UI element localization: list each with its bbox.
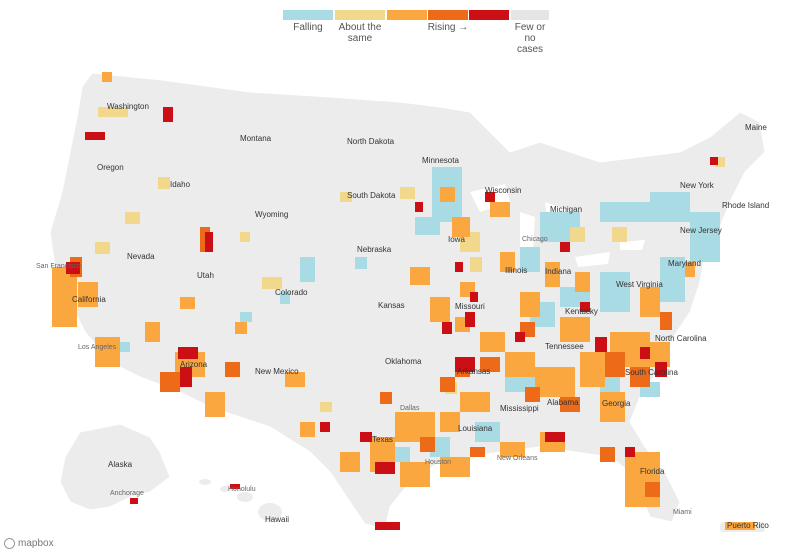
label-montana: Montana — [240, 134, 272, 143]
legend-label-rising: Rising → — [427, 22, 469, 33]
map-canvas[interactable]: Washington Oregon California Nevada Idah… — [0, 52, 800, 553]
label-washington: Washington — [107, 102, 149, 111]
label-indiana: Indiana — [545, 267, 572, 276]
label-south-carolina: South Carolina — [625, 368, 678, 377]
label-west-virginia: West Virginia — [616, 280, 663, 289]
legend-swatch-falling — [283, 10, 333, 20]
label-kentucky: Kentucky — [565, 307, 598, 316]
label-dallas: Dallas — [400, 405, 420, 412]
label-utah: Utah — [197, 271, 214, 280]
land-hawaii — [199, 479, 282, 521]
mapbox-attribution-text: mapbox — [18, 538, 54, 549]
land-contiguous-us — [49, 72, 766, 530]
label-north-dakota: North Dakota — [347, 137, 395, 146]
label-georgia: Georgia — [602, 399, 631, 408]
city-labels: San Francisco Los Angeles Dallas Houston… — [36, 236, 692, 516]
label-oregon: Oregon — [97, 163, 124, 172]
label-alabama: Alabama — [547, 398, 579, 407]
legend-label-few-no: Few or no cases — [514, 22, 546, 55]
label-tennessee: Tennessee — [545, 342, 584, 351]
label-arizona: Arizona — [180, 360, 208, 369]
label-wyoming: Wyoming — [255, 210, 288, 219]
legend-swatch-rising-low — [387, 10, 427, 20]
label-new-york: New York — [680, 181, 715, 190]
label-chicago: Chicago — [522, 236, 548, 243]
label-oklahoma: Oklahoma — [385, 357, 422, 366]
label-south-dakota: South Dakota — [347, 191, 396, 200]
label-florida: Florida — [640, 467, 665, 476]
mapbox-logo-icon — [4, 538, 15, 549]
legend-label-falling: Falling — [293, 22, 323, 33]
counties-about-same — [95, 107, 725, 412]
label-puerto-rico: Puerto Rico — [727, 521, 769, 530]
legend-swatch-few-no — [511, 10, 549, 20]
label-texas: Texas — [372, 435, 393, 444]
label-colorado: Colorado — [275, 288, 308, 297]
label-rhode-island: Rhode Island — [722, 201, 769, 210]
legend-swatch-rising-high — [469, 10, 509, 20]
label-miami: Miami — [673, 509, 692, 516]
label-wisconsin: Wisconsin — [485, 186, 521, 195]
legend-label-about-same: About the same — [338, 22, 382, 44]
label-kansas: Kansas — [378, 301, 405, 310]
label-louisiana: Louisiana — [458, 424, 493, 433]
label-illinois: Illinois — [505, 266, 527, 275]
mapbox-attribution[interactable]: mapbox — [4, 538, 54, 549]
map-legend: Falling About the same Rising → Few or n… — [283, 10, 549, 55]
label-nebraska: Nebraska — [357, 245, 392, 254]
label-new-orleans: New Orleans — [497, 455, 538, 462]
label-maine: Maine — [745, 123, 767, 132]
label-hawaii: Hawaii — [265, 515, 289, 524]
label-north-carolina: North Carolina — [655, 334, 707, 343]
label-new-jersey: New Jersey — [680, 226, 722, 235]
label-houston: Houston — [425, 459, 451, 466]
label-california: California — [72, 295, 106, 304]
land-alaska — [59, 423, 171, 511]
state-labels: Washington Oregon California Nevada Idah… — [72, 102, 769, 530]
label-arkansas: Arkansas — [457, 367, 490, 376]
label-new-mexico: New Mexico — [255, 367, 299, 376]
label-nevada: Nevada — [127, 252, 155, 261]
us-county-map[interactable]: Washington Oregon California Nevada Idah… — [0, 52, 800, 553]
label-honolulu: Honolulu — [228, 486, 256, 493]
legend-swatch-rising-mid — [428, 10, 468, 20]
label-los-angeles: Los Angeles — [78, 344, 117, 351]
counties-rising-high — [66, 107, 718, 530]
label-anchorage: Anchorage — [110, 490, 144, 497]
label-alaska: Alaska — [108, 460, 133, 469]
label-minnesota: Minnesota — [422, 156, 459, 165]
label-san-francisco: San Francisco — [36, 263, 81, 270]
legend-swatch-about-same — [335, 10, 385, 20]
label-iowa: Iowa — [448, 235, 465, 244]
label-maryland: Maryland — [668, 259, 701, 268]
label-missouri: Missouri — [455, 302, 485, 311]
label-mississippi: Mississippi — [500, 404, 539, 413]
label-idaho: Idaho — [170, 180, 191, 189]
label-michigan: Michigan — [550, 205, 582, 214]
